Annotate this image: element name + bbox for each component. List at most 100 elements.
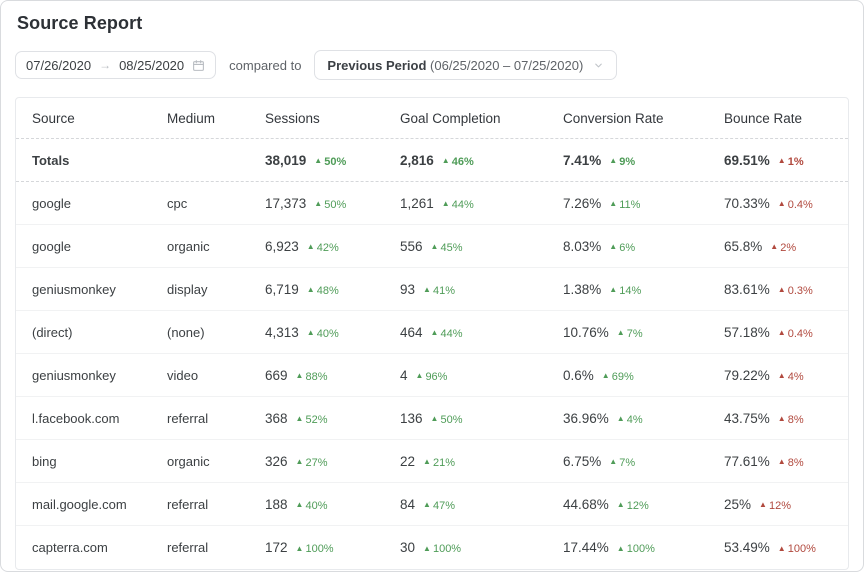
metric-value: 669 bbox=[265, 367, 288, 383]
metric-value: 188 bbox=[265, 496, 288, 512]
metric-delta: ▲ 50% bbox=[431, 414, 463, 426]
bounce-rate-cell: 70.33% ▲ 0.4% bbox=[724, 196, 832, 211]
goal-completion-cell: 136 ▲ 50% bbox=[400, 411, 563, 426]
delta-percent: 0.4% bbox=[787, 198, 813, 211]
trend-up-icon: ▲ bbox=[616, 414, 625, 423]
date-range-input[interactable]: 07/26/2020 → 08/25/2020 bbox=[15, 51, 217, 79]
metric-delta: ▲ 8% bbox=[778, 414, 804, 426]
conversion-rate-cell: 44.68% ▲ 12% bbox=[563, 497, 724, 512]
delta-percent: 0.4% bbox=[787, 327, 813, 340]
goal-completion-cell: 93 ▲ 41% bbox=[400, 282, 563, 297]
metric-delta: ▲ 42% bbox=[307, 242, 339, 254]
trend-up-icon: ▲ bbox=[759, 500, 767, 509]
metric-value: 8.03% bbox=[563, 238, 602, 254]
goal-completion-cell: 22 ▲ 21% bbox=[400, 454, 563, 469]
trend-up-icon: ▲ bbox=[295, 414, 304, 423]
column-header-medium: Medium bbox=[167, 110, 216, 126]
conversion-rate-cell: 10.76% ▲ 7% bbox=[563, 325, 724, 340]
trend-up-icon: ▲ bbox=[430, 242, 439, 251]
metric-delta: ▲ 11% bbox=[609, 199, 640, 211]
trend-up-icon: ▲ bbox=[306, 242, 315, 251]
metric-value: 43.75% bbox=[724, 410, 770, 426]
metric-delta: ▲ 0.3% bbox=[778, 285, 813, 297]
trend-up-icon: ▲ bbox=[295, 371, 304, 380]
goal-completion-cell: 2,816 ▲ 46% bbox=[400, 153, 563, 168]
metric-value: 22 bbox=[400, 453, 416, 469]
trend-up-icon: ▲ bbox=[777, 457, 786, 466]
comparison-period-range: (06/25/2020 – 07/25/2020) bbox=[430, 57, 584, 73]
trend-up-icon: ▲ bbox=[441, 199, 450, 208]
trend-up-icon: ▲ bbox=[609, 457, 618, 466]
metric-delta: ▲ 8% bbox=[778, 457, 804, 469]
table-row: google organic 6,923 ▲ 42% 556 ▲ 45% 8.03% ▲ 6… bbox=[16, 225, 848, 268]
bounce-rate-cell: 65.8% ▲ 2% bbox=[724, 239, 832, 254]
table-row: Totals 38,019 ▲ 50% 2,816 ▲ 46% 7.41% ▲ 9% 69.… bbox=[16, 139, 848, 182]
metric-value: 10.76% bbox=[563, 324, 609, 340]
metric-delta: ▲ 44% bbox=[442, 199, 474, 211]
metric-value: 464 bbox=[400, 324, 423, 340]
trend-up-icon: ▲ bbox=[777, 414, 786, 423]
metric-delta: ▲ 9% bbox=[609, 156, 635, 168]
goal-completion-cell: 556 ▲ 45% bbox=[400, 239, 563, 254]
delta-percent: 42% bbox=[316, 241, 339, 254]
goal-completion-cell: 4 ▲ 96% bbox=[400, 368, 563, 383]
trend-up-icon: ▲ bbox=[423, 285, 431, 294]
metric-delta: ▲ 2% bbox=[770, 242, 796, 254]
source-cell: (direct) bbox=[32, 324, 73, 340]
metric-value: 77.61% bbox=[724, 453, 770, 469]
trend-up-icon: ▲ bbox=[616, 328, 625, 337]
source-cell: l.facebook.com bbox=[32, 410, 120, 426]
trend-up-icon: ▲ bbox=[423, 543, 431, 553]
medium-cell: referral bbox=[167, 496, 209, 512]
metric-value: 25% bbox=[724, 496, 752, 512]
trend-up-icon: ▲ bbox=[314, 156, 323, 165]
delta-percent: 96% bbox=[425, 370, 448, 383]
trend-up-icon: ▲ bbox=[777, 285, 786, 294]
bounce-rate-cell: 77.61% ▲ 8% bbox=[724, 454, 832, 469]
conversion-rate-cell: 6.75% ▲ 7% bbox=[563, 454, 724, 469]
trend-up-icon: ▲ bbox=[423, 500, 431, 509]
metric-delta: ▲ 100% bbox=[296, 543, 334, 555]
metric-delta: ▲ 100% bbox=[778, 543, 816, 555]
column-header-sessions: Sessions bbox=[265, 110, 320, 126]
metric-value: 172 bbox=[265, 540, 288, 555]
table-row: l.facebook.com referral 368 ▲ 52% 136 ▲ 50% … bbox=[16, 397, 848, 440]
date-range-arrow-icon: → bbox=[99, 58, 112, 72]
bounce-rate-cell: 83.61% ▲ 0.3% bbox=[724, 282, 832, 297]
metric-value: 136 bbox=[400, 410, 423, 426]
source-cell: google bbox=[32, 238, 72, 254]
metric-value: 0.6% bbox=[563, 367, 594, 383]
date-end: 08/25/2020 bbox=[119, 57, 185, 73]
conversion-rate-cell: 7.41% ▲ 9% bbox=[563, 153, 724, 168]
delta-percent: 48% bbox=[316, 284, 339, 297]
metric-delta: ▲ 0.4% bbox=[778, 199, 813, 211]
table-row: google cpc 17,373 ▲ 50% 1,261 ▲ 44% 7.26% ▲ 11… bbox=[16, 182, 848, 225]
sessions-cell: 669 ▲ 88% bbox=[265, 368, 400, 383]
metric-delta: ▲ 12% bbox=[759, 500, 791, 512]
sessions-cell: 6,719 ▲ 48% bbox=[265, 282, 400, 297]
metric-value: 7.26% bbox=[563, 195, 602, 211]
trend-up-icon: ▲ bbox=[609, 199, 618, 208]
trend-up-icon: ▲ bbox=[609, 242, 618, 251]
trend-up-icon: ▲ bbox=[423, 457, 431, 466]
metric-delta: ▲ 41% bbox=[423, 285, 455, 297]
trend-up-icon: ▲ bbox=[777, 328, 786, 337]
date-start: 07/26/2020 bbox=[26, 57, 92, 73]
delta-percent: 50% bbox=[324, 198, 347, 211]
goal-completion-cell: 84 ▲ 47% bbox=[400, 497, 563, 512]
delta-percent: 44% bbox=[451, 198, 474, 211]
table-row: geniusmonkey video 669 ▲ 88% 4 ▲ 96% 0.6% ▲ 69… bbox=[16, 354, 848, 397]
trend-up-icon: ▲ bbox=[777, 156, 786, 165]
medium-cell: display bbox=[167, 281, 208, 297]
metric-value: 17,373 bbox=[265, 195, 307, 211]
medium-cell: (none) bbox=[167, 324, 205, 340]
sessions-cell: 188 ▲ 40% bbox=[265, 497, 400, 512]
metric-delta: ▲ 44% bbox=[431, 328, 463, 340]
trend-up-icon: ▲ bbox=[295, 500, 304, 509]
trend-up-icon: ▲ bbox=[430, 414, 439, 423]
source-cell: bing bbox=[32, 453, 57, 469]
source-cell: mail.google.com bbox=[32, 496, 127, 512]
bounce-rate-cell: 25% ▲ 12% bbox=[724, 497, 832, 512]
delta-percent: 47% bbox=[432, 499, 455, 512]
comparison-period-select[interactable]: Previous Period (06/25/2020 – 07/25/2020… bbox=[314, 50, 618, 80]
